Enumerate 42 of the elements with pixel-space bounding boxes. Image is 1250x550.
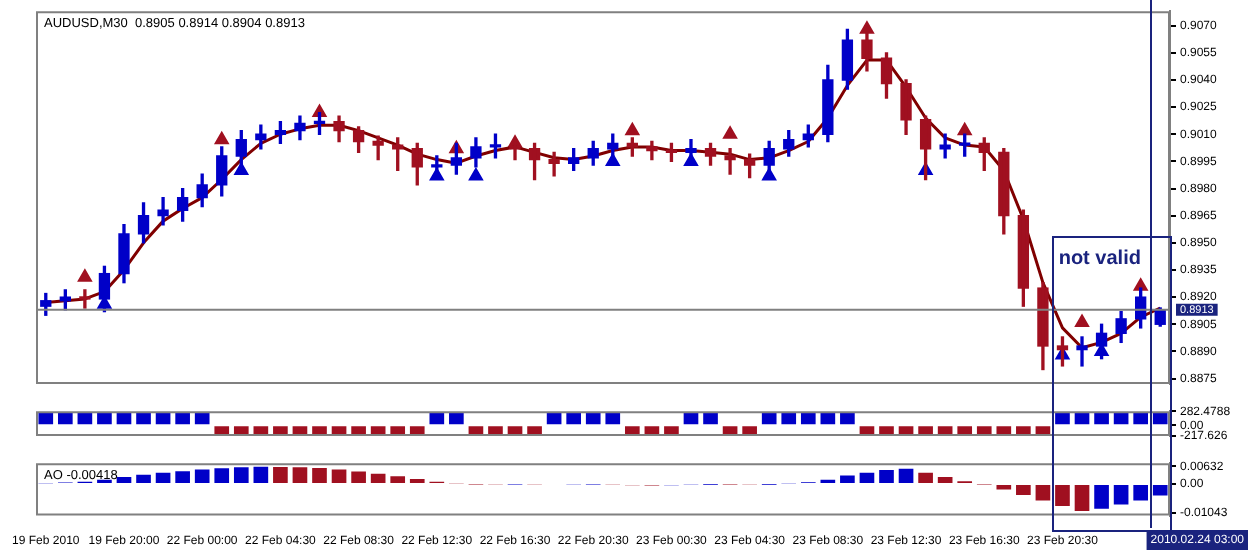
point <box>78 269 92 282</box>
point <box>606 153 620 166</box>
point <box>625 123 640 136</box>
bar <box>175 471 190 483</box>
point <box>1075 314 1089 327</box>
bar <box>996 484 1012 490</box>
bar <box>937 476 953 483</box>
point <box>469 168 483 181</box>
bar <box>233 467 249 483</box>
bar <box>155 472 171 483</box>
bar <box>136 474 151 483</box>
bar <box>331 469 347 483</box>
bar <box>116 476 132 483</box>
point <box>958 123 972 136</box>
bar <box>1152 484 1168 496</box>
bar <box>898 468 914 483</box>
bar <box>1113 484 1129 505</box>
point <box>762 168 776 181</box>
bar <box>1094 484 1109 509</box>
bar <box>273 467 288 483</box>
bar <box>859 472 875 483</box>
point <box>860 21 874 34</box>
point <box>723 126 737 139</box>
bar <box>214 468 230 483</box>
bar <box>1055 484 1070 506</box>
bar <box>1074 484 1090 511</box>
bar <box>194 469 210 483</box>
bar <box>312 467 327 483</box>
bar <box>292 467 308 483</box>
bar <box>918 472 933 483</box>
bar <box>1035 484 1051 501</box>
bar <box>253 466 269 483</box>
bar <box>351 471 366 483</box>
bar <box>390 476 406 483</box>
bar <box>1016 484 1031 495</box>
bar <box>879 470 894 483</box>
point <box>234 162 248 175</box>
bar <box>840 475 855 483</box>
point <box>215 132 229 145</box>
annotation: not valid <box>1058 248 1141 270</box>
bar <box>370 473 386 483</box>
bar <box>1133 484 1148 501</box>
